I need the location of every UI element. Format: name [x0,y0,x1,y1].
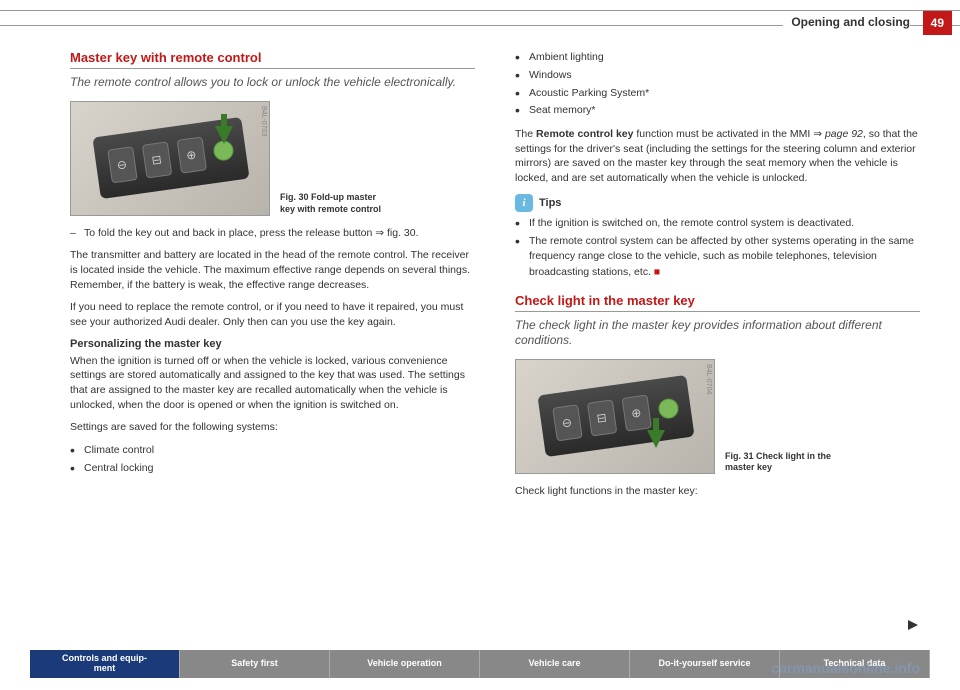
tip-2: • The remote control system can be affec… [515,234,920,281]
bullet-label: Climate control [84,443,154,459]
fold-instruction-text: To fold the key out and back in place, p… [84,226,419,241]
nav-label: Technical data [824,659,886,669]
bullet-seat-memory: • Seat memory* [515,103,920,119]
subtitle-master-key: The remote control allows you to lock or… [70,75,475,91]
left-column: Master key with remote control The remot… [70,50,475,507]
bullet-dot: • [515,68,529,84]
main-content: Master key with remote control The remot… [0,38,960,507]
figure-31-row: ⊖ ⊟ ⊕ B4L-0704 Fig. 31 Check light in th… [515,359,920,474]
tips-heading: i Tips [515,194,920,212]
replace-paragraph: If you need to replace the remote contro… [70,300,475,329]
trunk-icon: ⊟ [586,399,616,436]
bullet-dot: • [515,86,529,102]
nav-label: Vehicle care [528,659,580,669]
unlock-icon: ⊕ [176,136,206,173]
flip-button-2 [657,397,680,420]
fig30-caption: Fig. 30 Fold-up master key with remote c… [280,192,390,215]
bullet-dot: • [515,234,529,281]
section-title-master-key: Master key with remote control [70,50,475,69]
nav-diy[interactable]: Do-it-yourself service [630,650,780,678]
personalizing-heading: Personalizing the master key [70,338,475,350]
check-light-text: Check light functions in the master key: [515,484,920,499]
fig31-label: B4L-0704 [705,364,712,394]
page-number: 49 [923,11,952,35]
rk-t1: The [515,128,536,140]
section-title-check-light: Check light in the master key [515,293,920,312]
bullet-climate: • Climate control [70,443,475,459]
bullet-acoustic: • Acoustic Parking System* [515,86,920,102]
arrow-down-icon [215,126,233,144]
bullet-ambient: • Ambient lighting [515,50,920,66]
remote-key-paragraph: The Remote control key function must be … [515,127,920,186]
tip-text: If the ignition is switched on, the remo… [529,216,854,232]
bullet-label: Acoustic Parking System* [529,86,649,102]
fig30-label: B4L-0703 [260,106,267,136]
nav-controls[interactable]: Controls and equip- ment [30,650,180,678]
nav-operation[interactable]: Vehicle operation [330,650,480,678]
tip-text: The remote control system can be affecte… [529,234,920,281]
nav-label: Safety first [231,659,278,669]
transmitter-paragraph: The transmitter and battery are located … [70,248,475,292]
rk-bold: Remote control key [536,128,633,140]
bottom-nav: Controls and equip- ment Safety first Ve… [30,650,930,678]
lock-icon: ⊖ [107,146,137,183]
info-icon: i [515,194,533,212]
bullet-dot: • [515,216,529,232]
bullet-central-locking: • Central locking [70,461,475,477]
lock-icon: ⊖ [552,404,582,441]
personalizing-paragraph: When the ignition is turned off or when … [70,354,475,413]
bullet-dot: • [515,103,529,119]
fold-instruction: – To fold the key out and back in place,… [70,226,475,241]
trunk-icon: ⊟ [141,141,171,178]
settings-saved-text: Settings are saved for the following sys… [70,420,475,435]
rk-t2: function must be activated in the MMI ⇒ [633,128,824,140]
dash-bullet: – [70,226,84,241]
figure-30-image: ⊖ ⊟ ⊕ B4L-0703 [70,101,270,216]
unlock-icon: ⊕ [621,394,651,431]
fig31-caption: Fig. 31 Check light in the master key [725,451,835,474]
subtitle-check-light: The check light in the master key provid… [515,318,920,349]
key-illustration-2: ⊖ ⊟ ⊕ [537,375,694,457]
arrow-down-icon-2 [647,430,665,448]
bullet-label: Seat memory* [529,103,596,119]
figure-31-image: ⊖ ⊟ ⊕ B4L-0704 [515,359,715,474]
nav-label: Do-it-yourself service [658,659,750,669]
end-marker: ■ [654,266,660,278]
tip-1: • If the ignition is switched on, the re… [515,216,920,232]
bullet-label: Central locking [84,461,153,477]
nav-label: Vehicle operation [367,659,442,669]
page-ref-92[interactable]: page 92 [825,128,863,140]
tip2-text: The remote control system can be affecte… [529,235,914,279]
bullet-label: Windows [529,68,572,84]
bullet-label: Ambient lighting [529,50,604,66]
continue-arrow-icon [908,620,918,630]
bullet-windows: • Windows [515,68,920,84]
right-column: • Ambient lighting • Windows • Acoustic … [515,50,920,507]
nav-technical[interactable]: Technical data [780,650,930,678]
nav-label: Controls and equip- ment [62,654,147,674]
tips-label: Tips [539,197,561,209]
figure-30-row: ⊖ ⊟ ⊕ B4L-0703 Fig. 30 Fold-up master ke… [70,101,475,216]
bullet-dot: • [515,50,529,66]
page-header: Opening and closing 49 [0,10,960,38]
bullet-dot: • [70,461,84,477]
nav-care[interactable]: Vehicle care [480,650,630,678]
bullet-dot: • [70,443,84,459]
header-title: Opening and closing [783,15,910,29]
nav-safety[interactable]: Safety first [180,650,330,678]
